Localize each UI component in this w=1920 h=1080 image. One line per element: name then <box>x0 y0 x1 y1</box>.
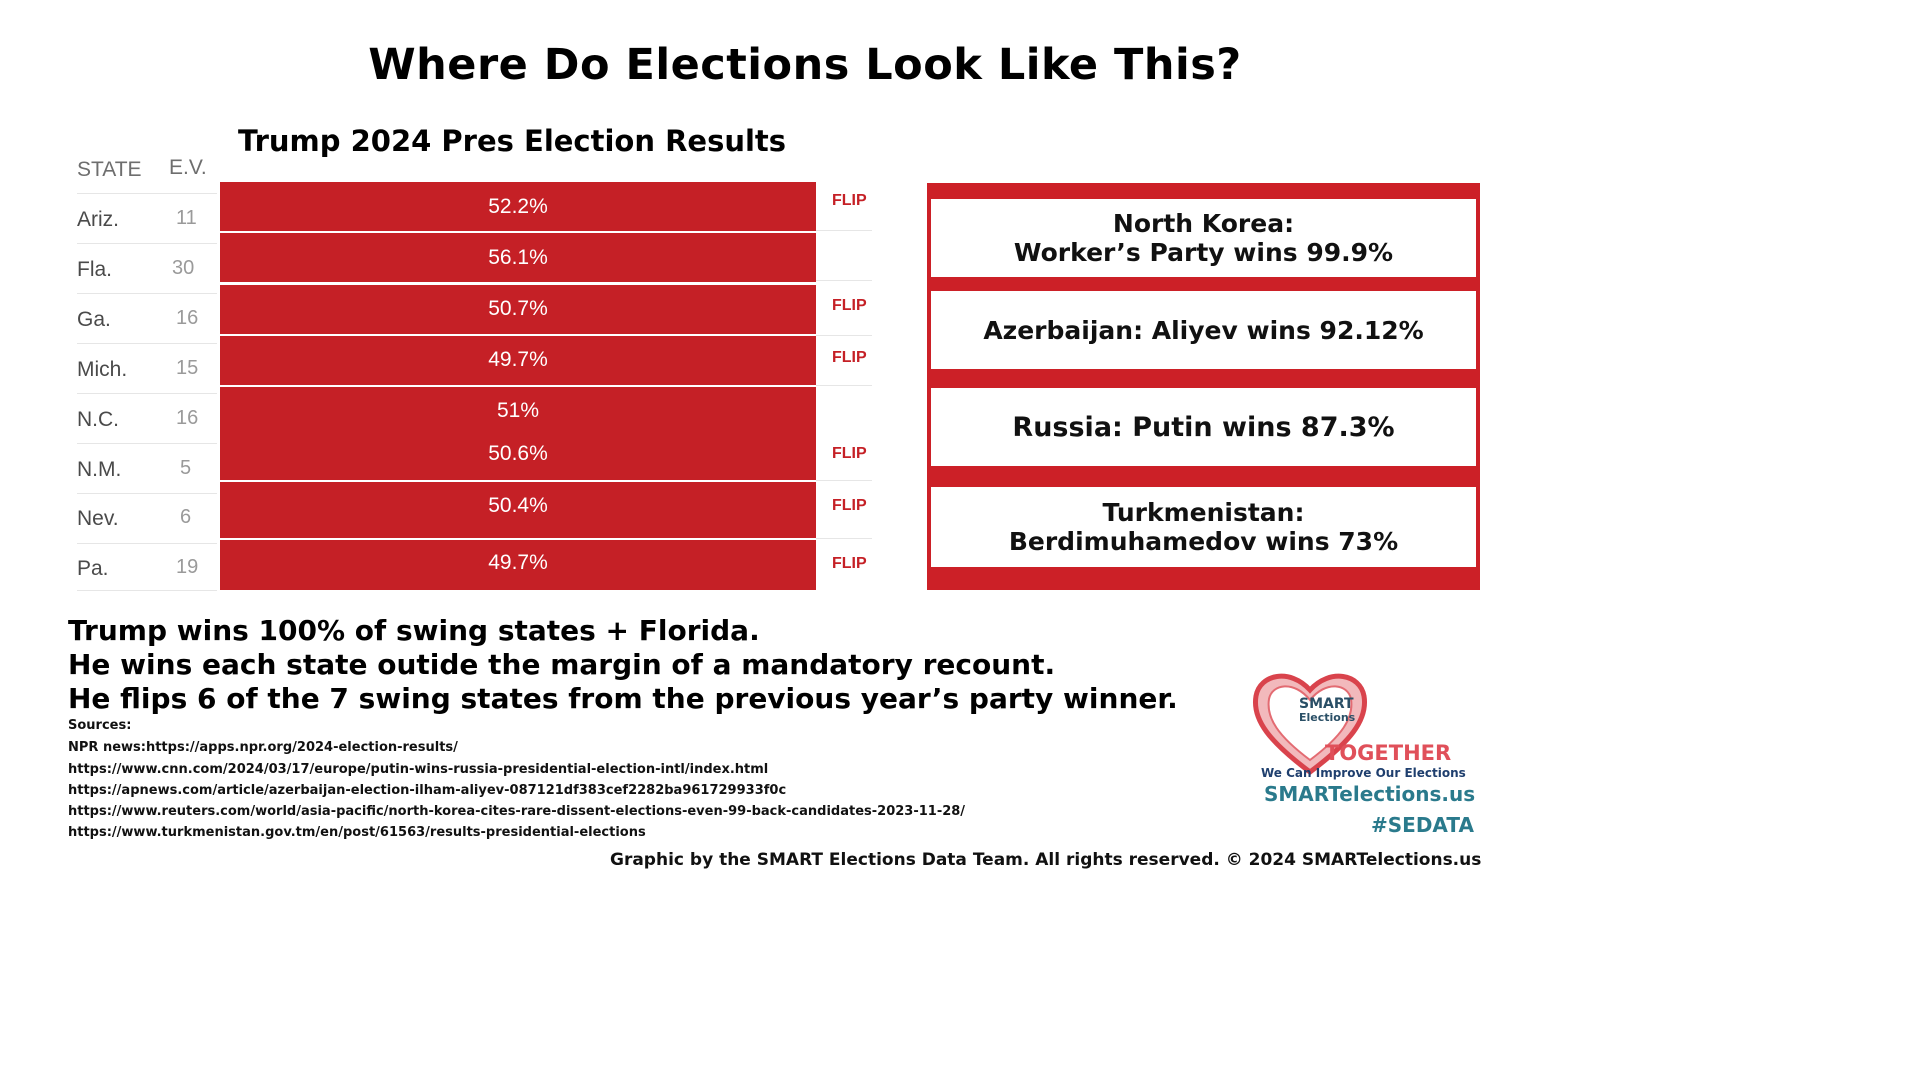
logo-name-bottom: Elections <box>1299 711 1356 724</box>
state-cell: Mich. <box>77 358 128 381</box>
flip-label: FLIP <box>832 445 867 462</box>
results-table: STATE E.V. Ariz. 11 52.2% FLIP Fla. 30 5… <box>40 150 880 595</box>
flip-label: FLIP <box>832 497 867 514</box>
result-bar-ga <box>220 285 816 334</box>
comparison-panel: North Korea: Worker’s Party wins 99.9% Az… <box>927 183 1480 590</box>
comparison-russia: Russia: Putin wins 87.3% <box>931 388 1476 466</box>
source-link: https://www.turkmenistan.gov.tm/en/post/… <box>68 825 646 840</box>
state-cell: Fla. <box>77 258 113 281</box>
logo-together: TOGETHER <box>1325 741 1452 765</box>
pct-cell: 49.7% <box>488 551 548 574</box>
logo-tagline: We Can Improve Our Elections <box>1261 766 1466 780</box>
state-cell: N.M. <box>77 458 122 481</box>
result-bar-nc-nm <box>220 387 816 480</box>
smart-elections-heart-logo <box>1250 668 1370 780</box>
ev-column-header: E.V. <box>169 156 207 179</box>
flip-label: FLIP <box>832 555 867 572</box>
summary-line: He flips 6 of the 7 swing states from th… <box>68 682 1178 715</box>
ev-cell: 5 <box>180 457 192 479</box>
pct-cell: 50.7% <box>488 297 548 320</box>
logo-hashtag: #SEDATA <box>1371 813 1474 837</box>
pct-cell: 50.4% <box>488 494 548 517</box>
pct-cell: 56.1% <box>488 246 548 269</box>
page-title: Where Do Elections Look Like This? <box>368 40 1242 90</box>
pct-cell: 50.6% <box>488 442 548 465</box>
flip-label: FLIP <box>832 349 867 366</box>
summary-line: Trump wins 100% of swing states + Florid… <box>68 614 760 647</box>
logo-website: SMARTelections.us <box>1264 782 1476 806</box>
state-cell: Nev. <box>77 507 119 530</box>
result-bar-ariz <box>220 182 816 231</box>
ev-cell: 19 <box>176 556 199 578</box>
table-title: Trump 2024 Pres Election Results <box>238 124 787 158</box>
source-link: https://apnews.com/article/azerbaijan-el… <box>68 783 787 798</box>
state-cell: Pa. <box>77 557 109 580</box>
footer-credit: Graphic by the SMART Elections Data Team… <box>610 850 1482 870</box>
pct-cell: 51% <box>496 399 540 422</box>
sources-label: Sources: <box>68 718 132 733</box>
logo-name-top: SMART <box>1299 696 1354 712</box>
source-link: NPR news:https://apps.npr.org/2024-elect… <box>68 740 458 755</box>
state-cell: Ariz. <box>77 208 119 231</box>
summary-line: He wins each state outide the margin of … <box>68 648 1056 681</box>
flip-label: FLIP <box>832 192 867 209</box>
ev-cell: 30 <box>172 257 195 279</box>
pct-cell: 49.7% <box>488 348 548 371</box>
result-bar-nev <box>220 482 816 538</box>
ev-cell: 16 <box>176 307 199 329</box>
flip-label: FLIP <box>832 297 867 314</box>
ev-cell: 11 <box>176 207 197 229</box>
comparison-azerbaijan: Azerbaijan: Aliyev wins 92.12% <box>931 291 1476 369</box>
pct-cell: 52.2% <box>488 195 548 218</box>
comparison-turkmenistan: Turkmenistan: Berdimuhamedov wins 73% <box>931 487 1476 567</box>
state-cell: Ga. <box>77 308 111 331</box>
ev-cell: 15 <box>176 357 199 379</box>
state-column-header: STATE <box>77 158 142 181</box>
source-link: https://www.cnn.com/2024/03/17/europe/pu… <box>68 762 769 777</box>
source-link: https://www.reuters.com/world/asia-pacif… <box>68 804 966 819</box>
result-bar-fla <box>220 233 816 282</box>
state-cell: N.C. <box>77 408 119 431</box>
result-bar-pa <box>220 540 816 590</box>
ev-cell: 16 <box>176 407 199 429</box>
ev-cell: 6 <box>180 506 192 528</box>
result-bar-mich <box>220 336 816 385</box>
comparison-north-korea: North Korea: Worker’s Party wins 99.9% <box>931 199 1476 277</box>
